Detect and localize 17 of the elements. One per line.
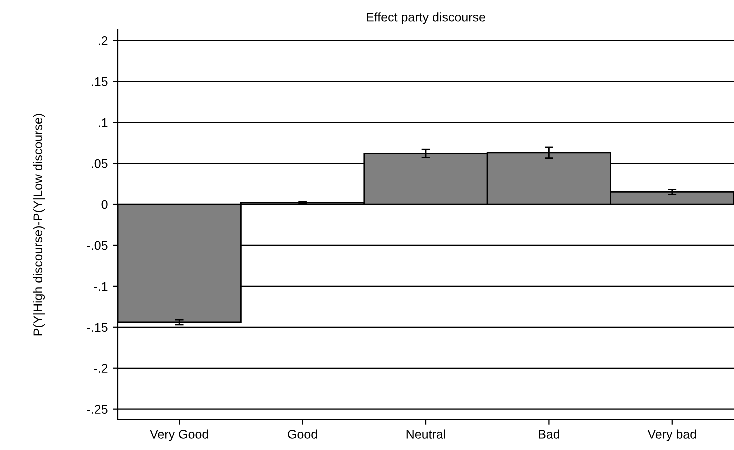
x-tick-label: Very bad: [648, 430, 696, 442]
x-tick-label: Bad: [539, 430, 560, 439]
y-tick-label: 0: [102, 200, 108, 210]
y-tick-label: -.15: [87, 323, 108, 332]
x-tick-label: Good: [288, 430, 318, 439]
y-tick-label: .1: [98, 118, 108, 128]
y-tick-label: .15: [92, 78, 108, 86]
y-tick-label: -.05: [87, 241, 108, 250]
y-tick-label: -.2: [94, 364, 108, 373]
y-tick-label: .2: [98, 36, 108, 46]
x-tick-label: Neutral: [406, 430, 446, 439]
chart-title: Effect party discourse: [367, 12, 486, 24]
y-axis-title: P(Y|High discourse)-P(Y|Low discourse): [33, 114, 46, 336]
y-tick-label: -.1: [94, 282, 108, 291]
y-tick-label: .05: [92, 159, 108, 168]
x-tick-label: Very Good: [150, 430, 208, 442]
y-tick-label: -.25: [87, 405, 108, 414]
